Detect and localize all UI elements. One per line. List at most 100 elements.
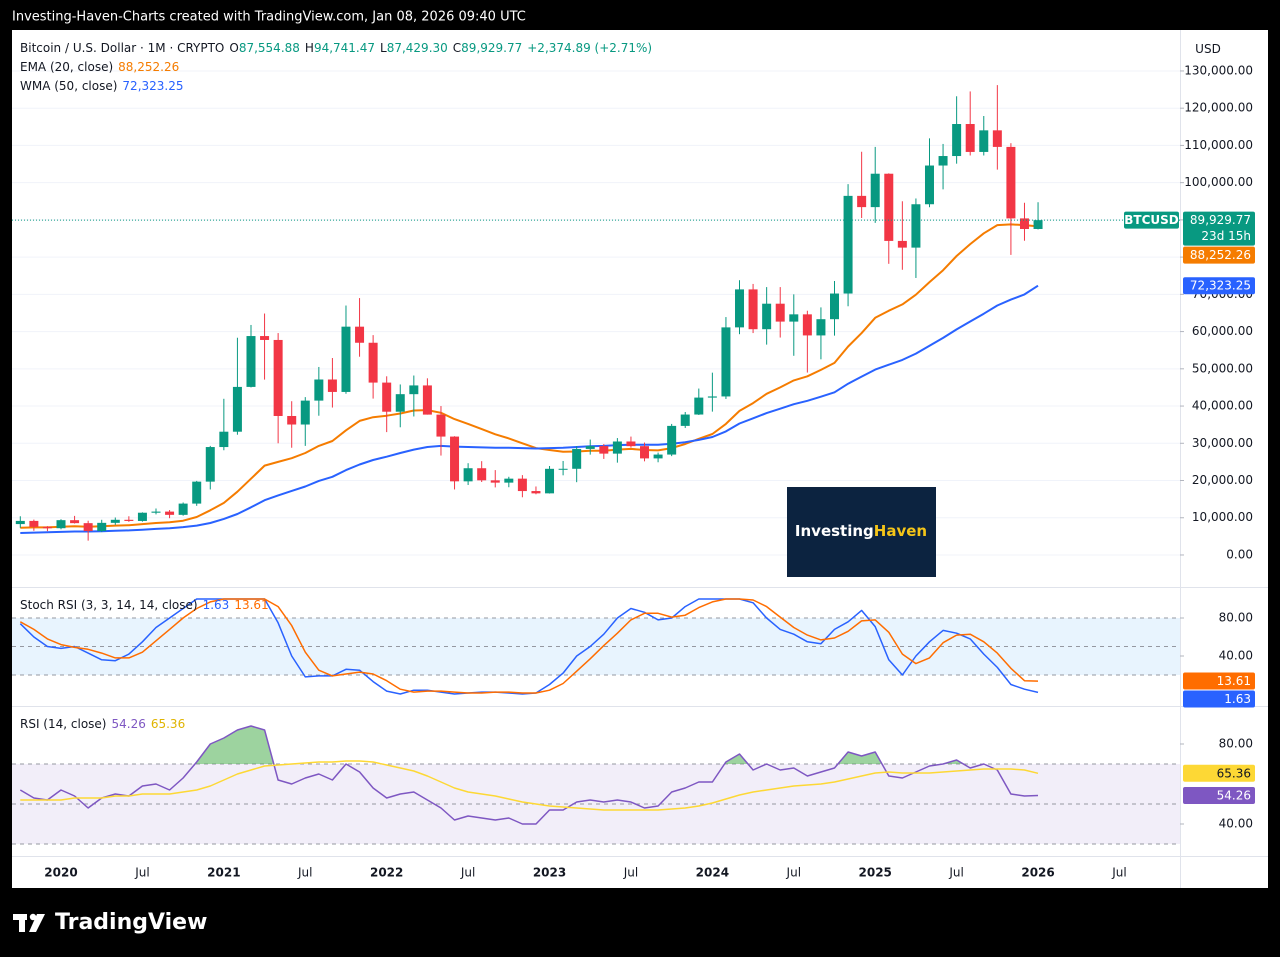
candle-body — [355, 326, 365, 343]
x-tick-label: Jul — [948, 866, 963, 880]
symbol-title: Bitcoin / U.S. Dollar · 1M · CRYPTO — [20, 41, 225, 55]
ticker-tag — [1124, 211, 1179, 229]
candle-body — [56, 520, 66, 529]
currency-button[interactable] — [1186, 37, 1230, 61]
logo-shape — [29, 913, 37, 921]
candle-body — [531, 491, 541, 494]
y-tick-label: 60,000.00 — [1192, 324, 1253, 338]
candle-body — [517, 478, 527, 492]
candle-body — [870, 173, 880, 208]
candle-body — [572, 448, 582, 469]
watermark-part: Haven — [874, 522, 927, 540]
candle-body — [735, 289, 745, 328]
ohlc-key: C — [452, 41, 462, 55]
price-tag-label: 23d 15h — [1201, 229, 1251, 243]
y-tick-label: 40.00 — [1219, 648, 1253, 662]
candle-body — [29, 520, 39, 527]
candle-body — [97, 522, 107, 532]
price-tag-label: 72,323.25 — [1190, 279, 1251, 293]
price-tag-label: 54.26 — [1217, 788, 1251, 802]
price-tag-label: 88,252.26 — [1190, 248, 1251, 262]
indicator-title: Stoch RSI (3, 3, 14, 14, close) — [20, 598, 198, 612]
x-tick-label: 2020 — [44, 866, 77, 880]
candle-body — [70, 520, 80, 524]
price-tag — [1183, 786, 1255, 804]
y-tick-label: 50,000.00 — [1192, 361, 1253, 375]
candle-body — [219, 431, 229, 448]
candle-body — [830, 293, 839, 320]
candle-body — [42, 526, 52, 529]
candle-body — [857, 195, 867, 208]
overlay-layer: 0.00 10,000.00 20,000.00 30,000.00 40,000.00… — [12, 30, 1268, 888]
candle-body — [748, 289, 758, 330]
candle-body — [816, 319, 826, 336]
series-value: 72,323.25 — [122, 79, 184, 93]
candle-body — [314, 379, 324, 401]
candle-body — [626, 441, 636, 447]
y-tick-label: 40,000.00 — [1192, 399, 1253, 413]
candle-body — [612, 441, 622, 454]
data-layer — [12, 85, 1180, 825]
indicator-line — [20, 223, 1039, 529]
candle-body — [490, 480, 500, 483]
price-tag — [1183, 764, 1255, 782]
candle-body — [15, 520, 25, 525]
x-tick-label: Jul — [460, 866, 475, 880]
candle-body — [558, 468, 568, 470]
candle-body — [843, 195, 853, 294]
candle-body — [395, 394, 405, 412]
price-tag-label: 1.63 — [1224, 692, 1251, 706]
candle-body — [884, 173, 894, 241]
x-tick-label: Jul — [623, 866, 638, 880]
candle-body — [260, 336, 270, 340]
main-legend: Bitcoin / U.S. Dollar · 1M · CRYPTO O87,5… — [20, 40, 657, 56]
indicator-line — [19, 725, 1039, 825]
candle-body — [192, 481, 202, 504]
y-tick-label: 110,000.00 — [1184, 138, 1253, 152]
series-value: 88,252.26 — [118, 60, 180, 74]
candle-body — [911, 204, 921, 248]
candle-body — [924, 165, 934, 205]
candle-body — [545, 468, 555, 494]
y-tick-label: 20,000.00 — [1192, 473, 1253, 487]
candle-body — [965, 124, 975, 152]
candle-body — [1033, 220, 1043, 229]
candle-body — [300, 400, 310, 425]
background-layer — [12, 70, 1180, 845]
x-tick-label: Jul — [1111, 866, 1126, 880]
header: Investing-Haven-Charts created with Trad… — [12, 10, 526, 25]
candle-body — [450, 436, 460, 482]
candle-body — [585, 446, 595, 449]
logo-shape — [19, 914, 25, 932]
y-tick-label: 0.00 — [1226, 547, 1253, 561]
x-tick-label: 2026 — [1021, 866, 1054, 880]
series-name: EMA (20, close) — [20, 60, 114, 74]
indicator-line — [20, 284, 1039, 534]
price-tag-label: 13.61 — [1217, 674, 1251, 688]
candle-body — [151, 511, 161, 513]
candle-body — [137, 512, 147, 521]
price-tag — [1183, 690, 1255, 708]
x-tick-label: Jul — [297, 866, 312, 880]
candle-body — [694, 397, 704, 415]
candle-body — [327, 379, 337, 392]
candle-body — [1019, 218, 1029, 230]
candle-body — [667, 425, 677, 455]
price-tag — [1183, 246, 1255, 264]
y-tick-label: 10,000.00 — [1192, 510, 1253, 524]
indicator-line — [19, 598, 1039, 694]
y-tick-label: 80.00 — [1219, 611, 1253, 625]
ohlc-key: H — [304, 41, 314, 55]
y-tick-label: 120,000.00 — [1184, 101, 1253, 115]
candle-body — [436, 414, 446, 437]
ohlc-key: O — [229, 41, 239, 55]
currency-label: USD — [1195, 42, 1221, 56]
watermark-part: Investing — [795, 522, 874, 540]
candle-body — [762, 303, 772, 330]
ohlc-value: 89,929.77 — [461, 41, 523, 55]
y-tick-label: 40.00 — [1219, 817, 1253, 831]
watermark: InvestingHaven — [795, 522, 927, 540]
candle-body — [721, 327, 731, 397]
candle-body — [165, 511, 175, 515]
